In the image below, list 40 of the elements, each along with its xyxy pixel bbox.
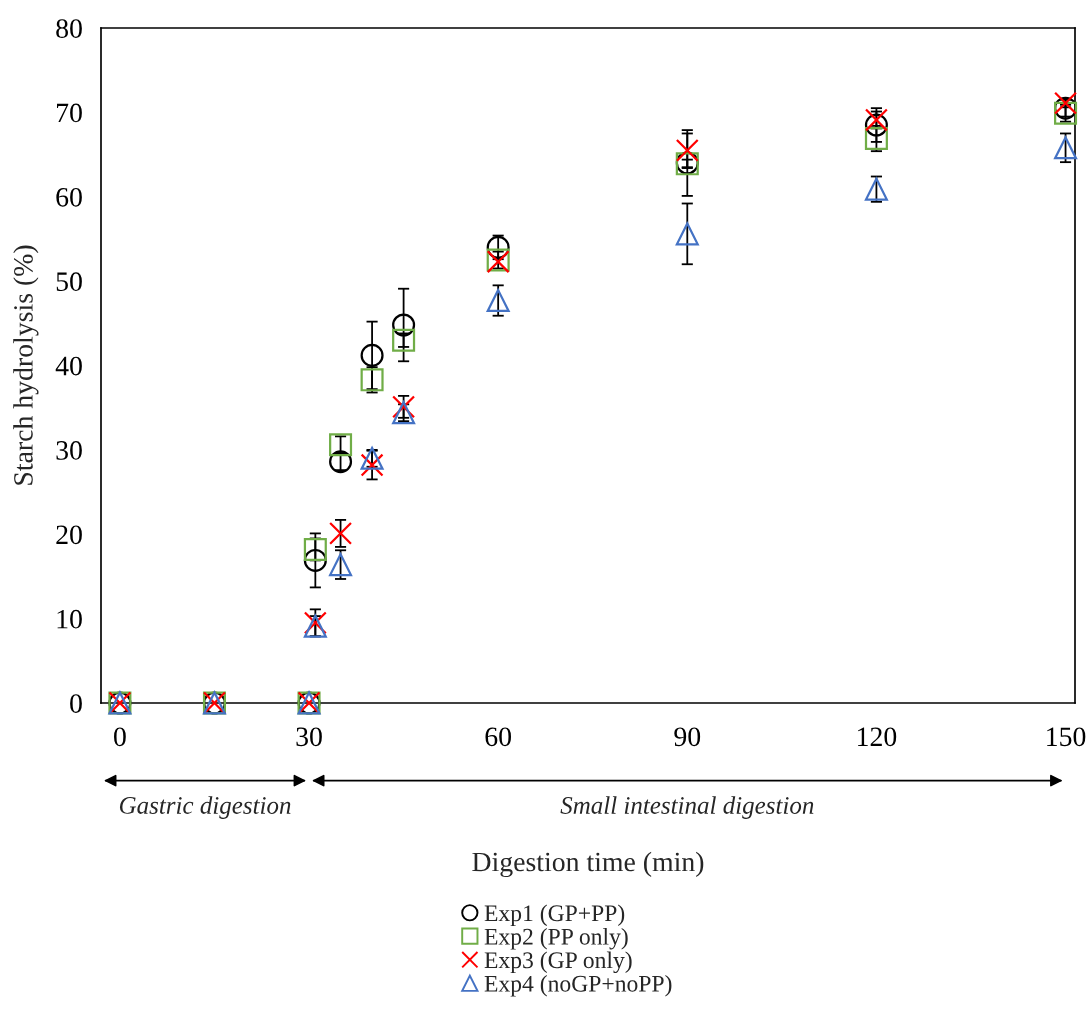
y-tick-label: 60 [56, 187, 82, 207]
x-tick-label: 0 [114, 727, 126, 747]
point [486, 289, 510, 313]
point [392, 328, 416, 352]
y-tick-label: 70 [57, 103, 82, 123]
y-tick-label: 50 [56, 272, 82, 292]
point [360, 343, 384, 367]
point [303, 537, 327, 561]
legend-label: Exp2 (PP only) [484, 928, 628, 950]
legend-label: Exp3 (GP only) [484, 951, 632, 974]
y-tick-label: 20 [56, 525, 82, 545]
legend-label: Exp4 (noGP+noPP) [484, 975, 672, 997]
point [675, 222, 699, 246]
point [864, 177, 888, 201]
text: Gastric digestion [119, 796, 291, 819]
point [486, 235, 510, 259]
x-tick-label: 150 [1047, 727, 1086, 747]
point [675, 138, 699, 162]
y-tick-label: 0 [70, 694, 82, 713]
point [1054, 91, 1078, 115]
point [329, 553, 353, 577]
y-tick-label: 10 [57, 609, 82, 629]
point [1054, 136, 1078, 160]
x-tick-label: 90 [674, 727, 701, 747]
x-tick-label: 120 [858, 727, 897, 747]
point [1054, 96, 1078, 120]
point [392, 395, 416, 419]
point [360, 453, 384, 477]
text: Small intestinal digestion [560, 796, 814, 819]
point [1054, 101, 1078, 125]
x-tick-label: 60 [485, 727, 511, 747]
y-tick-label: 30 [56, 441, 82, 460]
point [303, 548, 327, 572]
y-tick-label: 40 [55, 356, 82, 376]
y-tick-label: 80 [56, 19, 82, 38]
point [392, 313, 416, 337]
x-axis-title: Digestion time (min) [472, 851, 704, 878]
legend-label: Exp1 (GP+PP) [484, 904, 625, 927]
y-axis-title: Starch hydrolysis (%) [13, 245, 39, 485]
x-tick-label: 30 [296, 727, 322, 747]
